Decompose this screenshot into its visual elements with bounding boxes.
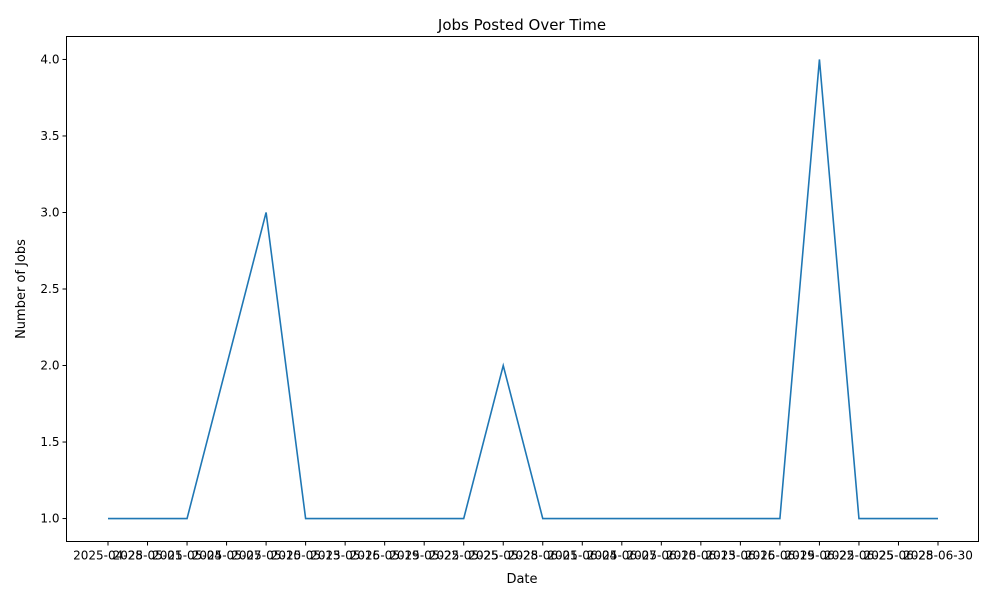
x-axis: 2025-04-282025-05-012025-05-042025-05-07… <box>73 541 973 563</box>
x-tick-label: 2025-06-30 <box>903 549 973 563</box>
y-tick-label: 4.0 <box>40 52 59 66</box>
x-tick-label: 2025-06-25 <box>824 549 894 563</box>
y-axis: 1.0 1.5 2.0 2.5 3.0 3.5 4.0 <box>40 52 67 526</box>
y-axis-label: Number of Jobs <box>14 239 29 339</box>
x-tick-label: 2025-06-28 <box>864 549 934 563</box>
x-axis-label: Date <box>506 572 537 587</box>
x-tick-label: 2025-04-28 <box>73 549 143 563</box>
y-tick-label: 1.0 <box>40 512 59 526</box>
chart-title: Jobs Posted Over Time <box>437 16 606 34</box>
x-tick-label: 2025-05-25 <box>429 549 499 563</box>
series-line <box>108 59 938 520</box>
x-tick-label: 2025-05-22 <box>389 549 459 563</box>
x-tick-label: 2025-05-01 <box>113 549 183 563</box>
x-tick-label: 2025-06-04 <box>547 549 617 563</box>
x-tick-label: 2025-06-01 <box>508 549 578 563</box>
x-tick-label: 2025-05-04 <box>152 549 222 563</box>
x-tick-label: 2025-05-10 <box>231 549 301 563</box>
y-tick-label: 2.5 <box>40 282 59 296</box>
x-tick-label: 2025-06-10 <box>626 549 696 563</box>
x-tick-label: 2025-05-28 <box>468 549 538 563</box>
x-tick-label: 2025-06-13 <box>666 549 736 563</box>
x-tick-label: 2025-06-22 <box>785 549 855 563</box>
x-tick-label: 2025-05-19 <box>350 549 420 563</box>
series-layer <box>108 59 938 520</box>
x-tick-label: 2025-06-07 <box>587 549 657 563</box>
x-tick-label: 2025-06-19 <box>745 549 815 563</box>
plot-frame <box>66 36 979 542</box>
y-tick-label: 1.5 <box>40 435 59 449</box>
y-tick-label: 3.5 <box>40 129 59 143</box>
y-tick-label: 3.0 <box>40 205 59 219</box>
y-tick-label: 2.0 <box>40 359 59 373</box>
x-tick-label: 2025-06-16 <box>706 549 776 563</box>
x-tick-label: 2025-05-16 <box>310 549 380 563</box>
x-tick-label: 2025-05-13 <box>271 549 341 563</box>
x-tick-label: 2025-05-07 <box>192 549 262 563</box>
